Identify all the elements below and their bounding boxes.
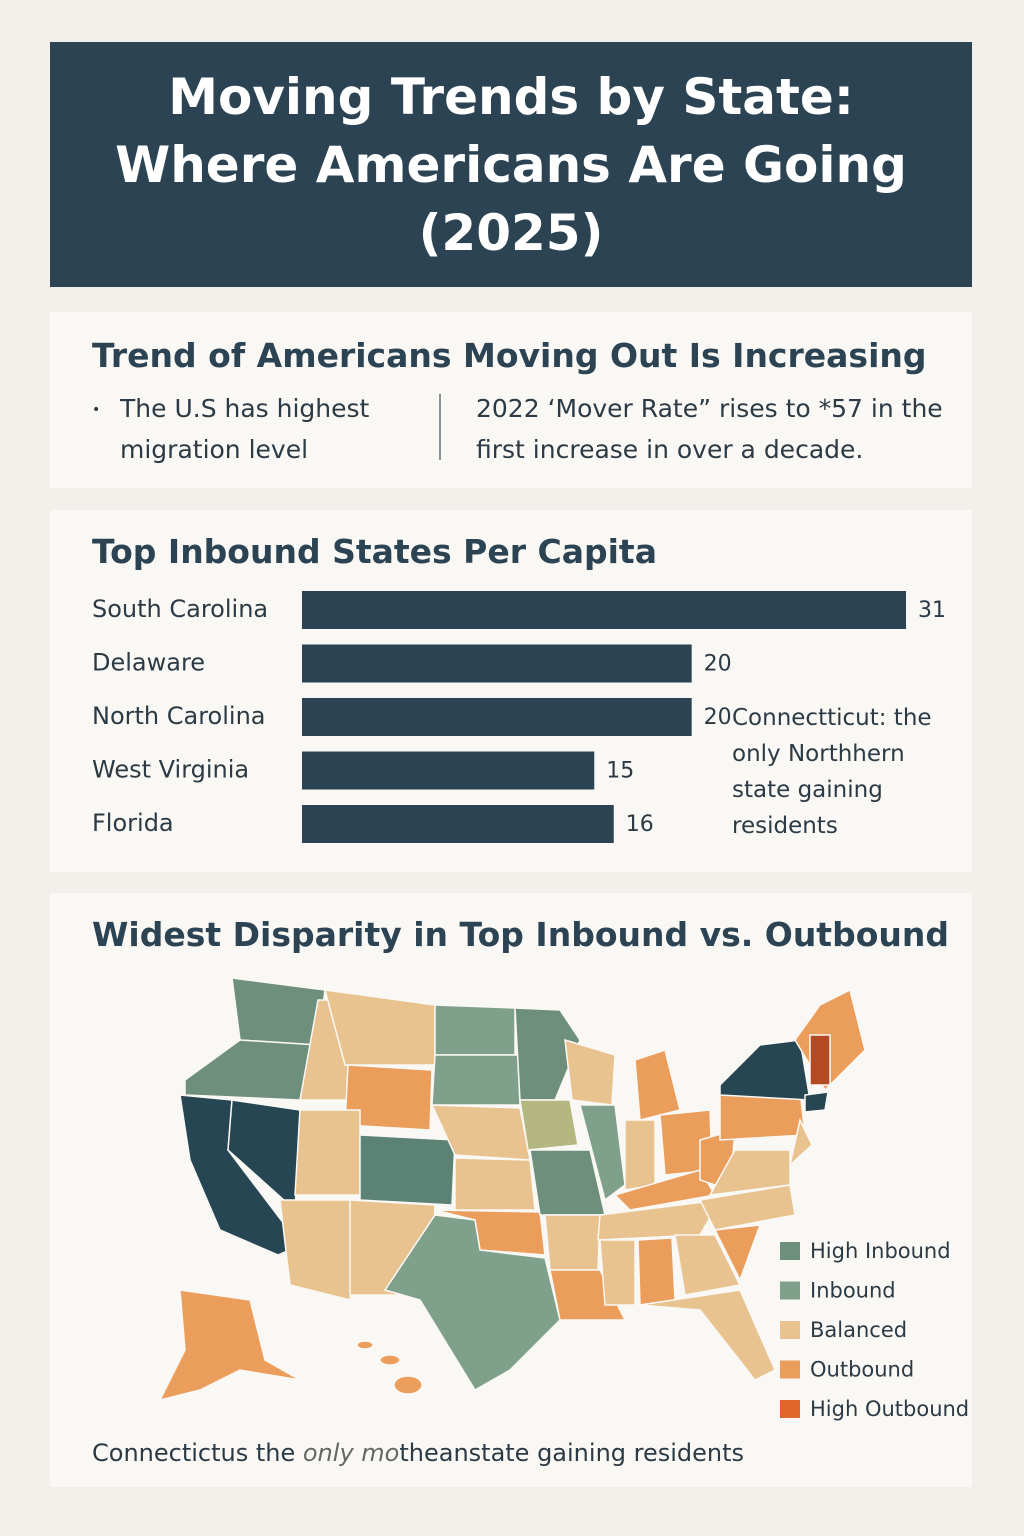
divider [439, 394, 441, 460]
legend-label: Balanced [810, 1318, 907, 1342]
category-label: North Carolina [92, 702, 266, 730]
value-label: 15 [606, 759, 634, 784]
legend-swatch [780, 1360, 800, 1379]
category-label: Delaware [92, 649, 205, 677]
legend-swatch [780, 1321, 800, 1339]
state [454, 1157, 536, 1211]
bar [302, 644, 692, 683]
footnote-text: only mo [302, 1439, 400, 1467]
category-label: Florida [92, 809, 174, 837]
state [634, 1049, 681, 1121]
legend-label: High Inbound [810, 1239, 951, 1263]
state [184, 1039, 320, 1101]
state [698, 1184, 796, 1231]
state [564, 1038, 616, 1106]
state [637, 1237, 676, 1306]
state [624, 1119, 656, 1191]
value-label: 20 [704, 652, 732, 677]
state [544, 1214, 601, 1271]
state [383, 1214, 561, 1392]
state [599, 1239, 636, 1306]
header: Moving Trends by State: Where Americans … [50, 42, 972, 287]
legend-swatch [780, 1400, 800, 1418]
state [708, 1149, 791, 1196]
map-card: Widest Disparity in Top Inbound vs. Outb… [50, 893, 972, 1487]
category-label: West Virginia [92, 756, 249, 784]
page-title: Moving Trends by State: Where Americans … [115, 67, 907, 262]
legend-swatch [780, 1281, 800, 1300]
state [294, 1109, 361, 1196]
state [788, 1117, 813, 1168]
category-label: South Carolina [92, 595, 268, 623]
trend-card: Trend of Americans Moving Out Is Increas… [50, 312, 972, 488]
state [804, 1091, 829, 1113]
bar [302, 751, 595, 790]
state [393, 1375, 423, 1395]
footnote: Connectictus the only motheanstate gaini… [92, 1433, 744, 1474]
legend-swatch [780, 1242, 800, 1260]
states [158, 977, 866, 1402]
state [519, 1099, 579, 1151]
bullet: • [92, 402, 101, 418]
section-heading: Trend of Americans Moving Out Is Increas… [92, 336, 927, 375]
state [158, 1289, 301, 1402]
legend-label: Outbound [810, 1358, 914, 1382]
chart-title: Top Inbound States Per Capita [92, 532, 657, 571]
trend-note: 2022 ‘Mover Rate” rises to *57 in the fi… [476, 394, 943, 464]
value-label: 16 [626, 812, 654, 837]
state [713, 1224, 762, 1282]
state [719, 1039, 811, 1101]
state [809, 1034, 831, 1086]
state [379, 1354, 401, 1366]
annotation: Connectticut: the only Northhern state g… [732, 705, 932, 839]
state [323, 989, 436, 1066]
state [674, 1234, 742, 1296]
bar [302, 805, 614, 843]
bar [302, 698, 692, 736]
state [639, 1289, 776, 1381]
legend-label: Inbound [810, 1279, 896, 1303]
state [431, 1054, 521, 1106]
state [434, 1209, 546, 1256]
trend-point: The U.S has highest migration level [120, 394, 370, 464]
state [597, 1199, 722, 1241]
state [514, 1007, 581, 1101]
footnote-text: Connectictus the [92, 1439, 303, 1467]
value-label: 31 [918, 598, 946, 623]
legend: High Inbound Inbound Balanced Outbound High … [780, 1239, 969, 1421]
state [344, 1064, 433, 1131]
state [434, 1004, 516, 1056]
state [359, 1134, 456, 1206]
legend-label: High Outbound [810, 1397, 969, 1421]
state [356, 1340, 374, 1350]
state [279, 1199, 361, 1301]
bar-card: Top Inbound States Per Capita South Caro… [50, 510, 972, 872]
value-label: 20 [704, 705, 732, 730]
section-heading: Widest Disparity in Top Inbound vs. Outb… [92, 915, 949, 954]
bar [302, 591, 906, 629]
footnote-text: theanstate gaining residents [399, 1439, 745, 1467]
bar-chart: South Carolina 31 Delaware 20 North Carolina… [92, 591, 946, 843]
